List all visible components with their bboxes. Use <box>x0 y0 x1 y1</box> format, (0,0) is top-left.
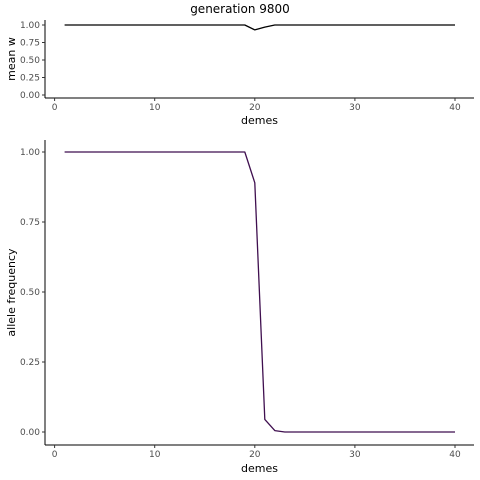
mean-w-y-tick-label: 0.25 <box>20 74 40 84</box>
mean-w-y-tick-label: 0.50 <box>20 56 40 66</box>
allele-frequency-series-line <box>64 151 455 433</box>
allele-frequency-y-tick-label: 1.00 <box>20 148 40 158</box>
allele-frequency-panel: 0.00 0.25 0.50 0.75 1.00 0 10 20 30 40 demes allele… <box>5 140 474 475</box>
allele-frequency-x-tick-label: 10 <box>149 450 161 460</box>
mean-w-x-tick-label: 10 <box>149 103 161 113</box>
mean-w-panel: 0.00 0.25 0.50 0.75 1.00 0 10 20 30 40 demes mean w <box>5 20 474 127</box>
plot-title: generation 9800 <box>190 2 290 16</box>
allele-frequency-x-tick-label: 0 <box>52 450 58 460</box>
mean-w-x-axis-title: demes <box>241 114 278 127</box>
mean-w-y-tick-label: 0.00 <box>20 91 40 101</box>
allele-frequency-y-tick-label: 0.00 <box>20 428 40 438</box>
mean-w-y-tick-label: 0.75 <box>20 39 40 49</box>
mean-w-y-axis-title: mean w <box>5 37 18 81</box>
mean-w-x-tick-label: 40 <box>449 103 461 113</box>
allele-frequency-y-tick-label: 0.50 <box>20 288 40 298</box>
allele-frequency-y-tick-label: 0.25 <box>20 358 40 368</box>
mean-w-y-tick-label: 1.00 <box>20 21 40 31</box>
allele-frequency-x-tick-label: 20 <box>249 450 261 460</box>
allele-frequency-y-tick-label: 0.75 <box>20 218 40 228</box>
mean-w-x-tick-label: 0 <box>52 103 58 113</box>
mean-w-x-tick-label: 20 <box>249 103 261 113</box>
allele-frequency-x-tick-label: 30 <box>349 450 361 460</box>
mean-w-series-line <box>64 24 455 31</box>
allele-frequency-y-axis-title: allele frequency <box>5 248 18 337</box>
allele-frequency-x-axis-title: demes <box>241 462 278 475</box>
allele-frequency-x-tick-label: 40 <box>449 450 461 460</box>
mean-w-x-tick-label: 30 <box>349 103 361 113</box>
